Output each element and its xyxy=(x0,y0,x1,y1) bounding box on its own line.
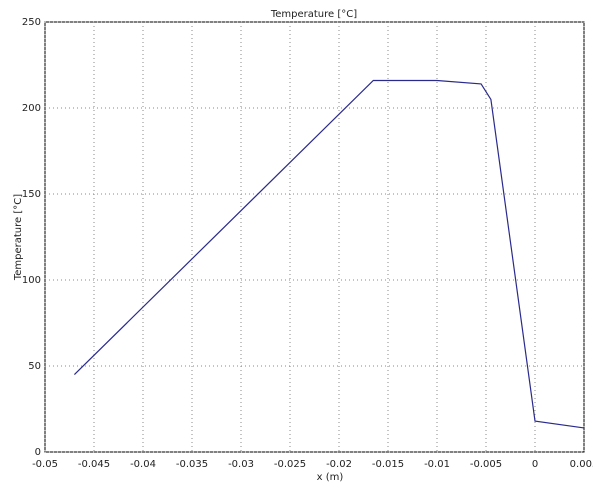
data-line xyxy=(73,79,585,429)
x-tick-label: -0.045 xyxy=(78,459,110,470)
y-tick-label: 200 xyxy=(22,103,41,114)
x-axis-label: x (m) xyxy=(317,472,344,483)
x-tick-label: 0 xyxy=(532,459,538,470)
x-tick-label: -0.05 xyxy=(32,459,58,470)
chart-title: Temperature [°C] xyxy=(270,9,357,20)
y-tick-label: 100 xyxy=(22,275,41,286)
x-tick-label: -0.02 xyxy=(326,459,352,470)
x-tick-label: -0.025 xyxy=(274,459,306,470)
x-tick-label: 0.005 xyxy=(570,459,593,470)
x-tick-label: -0.04 xyxy=(130,459,156,470)
y-tick-label: 0 xyxy=(35,447,41,458)
y-tick-label: 150 xyxy=(22,189,41,200)
x-tick-label: -0.03 xyxy=(228,459,254,470)
y-tick-label: 50 xyxy=(28,361,41,372)
plot-frame xyxy=(44,21,585,453)
x-tick-label: -0.015 xyxy=(372,459,404,470)
x-tick-label: -0.035 xyxy=(176,459,208,470)
x-tick-label: -0.005 xyxy=(470,459,502,470)
x-tick-label: -0.01 xyxy=(424,459,450,470)
y-tick-label: 250 xyxy=(22,17,41,28)
y-axis-label: Temperature [°C] xyxy=(13,194,24,281)
